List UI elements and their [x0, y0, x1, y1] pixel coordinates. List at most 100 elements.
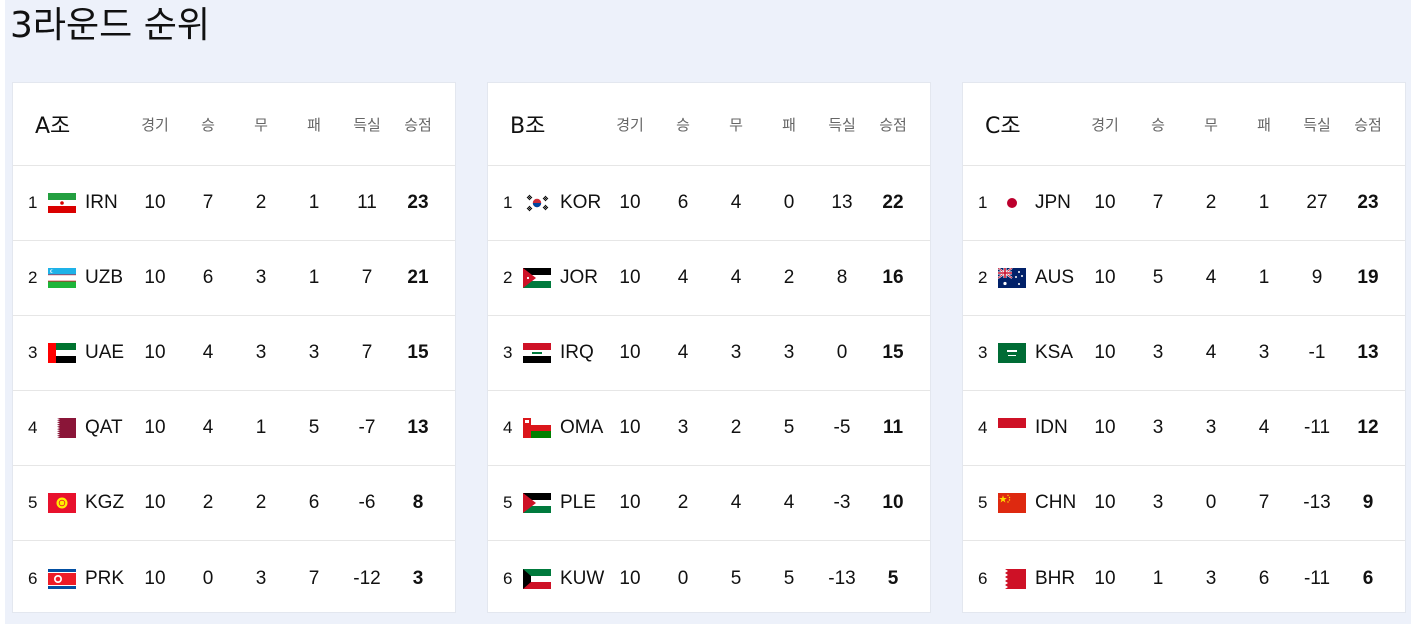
column-header-played: 경기 — [616, 115, 644, 134]
team-rank: 4 — [503, 418, 513, 437]
team-row[interactable]: 1 JPN 10 7 2 1 27 23 — [963, 166, 1405, 241]
standings-page: 3라운드 순위 A조 경기 승 무 패 득실 승점 1 IRN 10 7 2 1 11 23 2 UZB 10 6 3… — [5, 0, 1411, 624]
team-row[interactable]: 2 UZB 10 6 3 1 7 21 — [13, 241, 455, 316]
stat-points: 13 — [1357, 342, 1379, 363]
team-code[interactable]: PRK — [85, 567, 125, 589]
team-code[interactable]: BHR — [1035, 567, 1076, 589]
stat-drawn: 4 — [1205, 342, 1217, 363]
team-code[interactable]: QAT — [85, 417, 123, 438]
stat-drawn: 2 — [255, 492, 267, 513]
team-row[interactable]: 6 KUW 10 0 5 5 -13 5 — [488, 541, 930, 616]
stat-points: 23 — [1357, 192, 1379, 213]
stat-played: 10 — [1094, 192, 1116, 213]
stat-drawn: 3 — [1205, 417, 1217, 438]
team-rank: 4 — [28, 418, 38, 437]
stat-goal-difference: 11 — [357, 192, 377, 213]
stat-goal-difference: -11 — [1303, 567, 1331, 589]
stat-drawn: 5 — [730, 567, 742, 589]
team-row[interactable]: 3 UAE 10 4 3 3 7 15 — [13, 316, 455, 391]
indonesia-flag-icon — [998, 418, 1026, 438]
team-code[interactable]: AUS — [1035, 267, 1075, 288]
stat-drawn: 4 — [730, 192, 742, 213]
column-header-goal-difference: 득실 — [828, 115, 856, 134]
stat-won: 4 — [677, 342, 689, 363]
iraq-flag-icon — [523, 343, 551, 363]
stat-points: 8 — [412, 492, 424, 513]
stat-lost: 1 — [1258, 192, 1270, 213]
column-header-goal-difference: 득실 — [1303, 115, 1331, 134]
stat-lost: 7 — [1258, 492, 1270, 513]
qatar-flag-icon — [48, 418, 76, 438]
column-header-drawn: 무 — [1204, 115, 1218, 134]
team-code[interactable]: KGZ — [85, 492, 125, 513]
team-row[interactable]: 2 AUS 10 5 4 1 9 19 — [963, 241, 1405, 316]
team-row[interactable]: 1 KOR 10 6 4 0 13 22 — [488, 166, 930, 241]
team-row[interactable]: 6 BHR 10 1 3 6 -11 6 — [963, 541, 1405, 616]
stat-won: 4 — [202, 342, 214, 363]
stat-drawn: 3 — [255, 567, 267, 589]
team-row[interactable]: 6 PRK 10 0 3 7 -12 3 — [13, 541, 455, 616]
stat-points: 23 — [407, 192, 429, 213]
team-code[interactable]: IDN — [1035, 417, 1068, 438]
team-row[interactable]: 3 KSA 10 3 4 3 -1 13 — [963, 316, 1405, 391]
team-rank: 5 — [978, 493, 988, 512]
team-row[interactable]: 4 QAT 10 4 1 5 -7 13 — [13, 391, 455, 466]
team-code[interactable]: KOR — [560, 192, 602, 213]
team-code[interactable]: CHN — [1035, 492, 1077, 513]
column-header-goal-difference: 득실 — [353, 115, 381, 134]
stat-points: 15 — [407, 342, 429, 363]
team-code[interactable]: IRN — [85, 192, 118, 213]
stat-lost: 5 — [783, 567, 795, 589]
stat-played: 10 — [619, 192, 641, 213]
column-header-played: 경기 — [141, 115, 169, 134]
team-code[interactable]: KSA — [1035, 342, 1074, 363]
stat-goal-difference: -5 — [833, 417, 851, 438]
team-code[interactable]: OMA — [560, 417, 604, 438]
team-row[interactable]: 5 CHN 10 3 0 7 -13 9 — [963, 466, 1405, 541]
stat-points: 16 — [882, 267, 904, 288]
stat-played: 10 — [619, 492, 641, 513]
team-row[interactable]: 3 IRQ 10 4 3 3 0 15 — [488, 316, 930, 391]
stat-played: 10 — [619, 342, 641, 363]
north-korea-flag-icon — [48, 568, 76, 589]
stat-lost: 1 — [308, 192, 320, 213]
australia-flag-icon — [998, 268, 1026, 288]
stat-played: 10 — [144, 417, 166, 438]
stat-lost: 3 — [1258, 342, 1270, 363]
team-row[interactable]: 4 OMA 10 3 2 5 -5 11 — [488, 391, 930, 466]
team-row[interactable]: 4 IDN 10 3 3 4 -11 12 — [963, 391, 1405, 466]
stat-goal-difference: -13 — [828, 567, 856, 589]
stat-won: 6 — [202, 267, 214, 288]
table-header-row: B조 경기 승 무 패 득실 승점 — [488, 83, 930, 166]
stat-goal-difference: 0 — [836, 342, 848, 363]
stat-lost: 1 — [1258, 267, 1270, 288]
stat-points: 9 — [1362, 492, 1374, 513]
team-code[interactable]: KUW — [560, 567, 605, 589]
stat-won: 0 — [202, 567, 214, 589]
team-code[interactable]: JOR — [560, 267, 598, 288]
team-rank: 2 — [978, 268, 988, 287]
team-row[interactable]: 5 KGZ 10 2 2 6 -6 8 — [13, 466, 455, 541]
team-row[interactable]: 2 JOR 10 4 4 2 8 16 — [488, 241, 930, 316]
stat-drawn: 3 — [255, 342, 267, 363]
stat-drawn: 3 — [255, 267, 267, 288]
stat-lost: 4 — [1258, 417, 1270, 438]
team-code[interactable]: UZB — [85, 267, 123, 288]
group-table: A조 경기 승 무 패 득실 승점 1 IRN 10 7 2 1 11 23 2 UZB 10 6 3 1 7 21 3 UAE… — [12, 82, 456, 613]
team-row[interactable]: 1 IRN 10 7 2 1 11 23 — [13, 166, 455, 241]
team-rank: 4 — [978, 418, 988, 437]
stat-played: 10 — [1094, 267, 1116, 288]
stat-played: 10 — [619, 567, 641, 589]
team-row[interactable]: 5 PLE 10 2 4 4 -3 10 — [488, 466, 930, 541]
stat-lost: 7 — [308, 567, 320, 589]
team-code[interactable]: JPN — [1035, 192, 1071, 213]
stat-won: 5 — [1152, 267, 1164, 288]
stat-goal-difference: 27 — [1306, 192, 1328, 213]
team-code[interactable]: UAE — [85, 342, 125, 363]
stat-won: 4 — [677, 267, 689, 288]
stat-won: 7 — [202, 192, 214, 213]
group-name: A조 — [35, 114, 71, 139]
stat-lost: 5 — [308, 417, 320, 438]
team-code[interactable]: IRQ — [560, 342, 594, 363]
team-code[interactable]: PLE — [560, 492, 596, 513]
